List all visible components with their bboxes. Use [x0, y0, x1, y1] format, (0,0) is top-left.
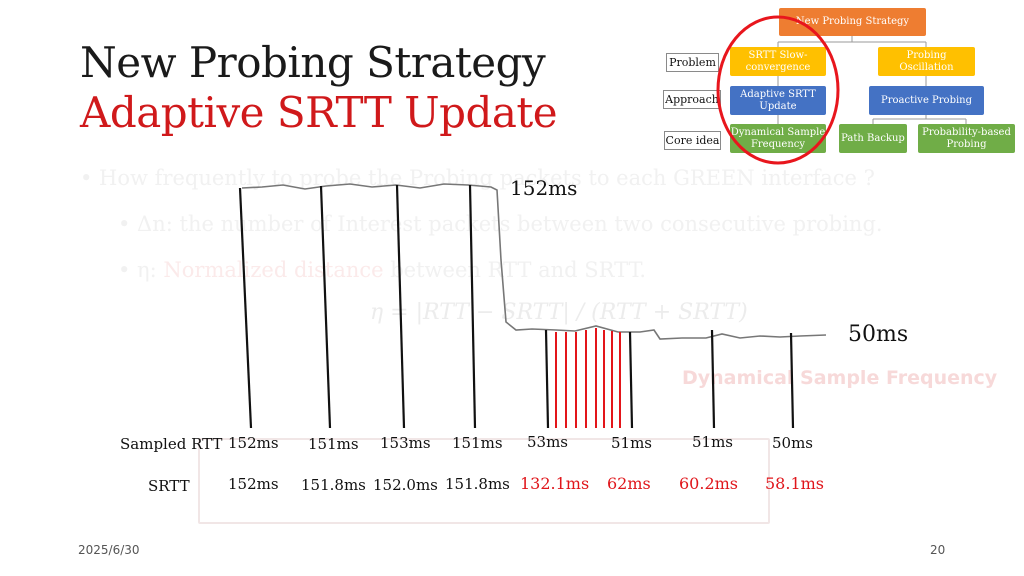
tree-core-probability-probing: Probability-based Probing [918, 124, 1015, 153]
sample-line-4 [468, 184, 477, 429]
srtt-value-updated: 132.1ms [520, 474, 590, 493]
bullet-delta-n: • Δn: the number of Interest packets bet… [118, 212, 883, 236]
sample-line-3 [395, 184, 406, 429]
tree-row-label-approach: Approach [663, 90, 721, 109]
srtt-value-updated: 58.1ms [765, 474, 825, 493]
highlight-circle [716, 15, 840, 165]
sampled-rtt-value: 151ms [308, 435, 359, 453]
sampled-rtt-value: 152ms [228, 434, 279, 452]
srtt-row-label: SRTT [148, 477, 190, 495]
bullet-eta: • η: Normalized distance between RTT and… [118, 258, 646, 282]
sampled-rtt-value: 50ms [772, 434, 814, 452]
srtt-value: 151.8ms [445, 475, 510, 493]
sample-line-5 [544, 329, 550, 429]
sampled-rtt-value: 51ms [611, 434, 653, 452]
bullet-eta-highlight: Normalized distance [163, 258, 384, 282]
slide-subtitle: Adaptive SRTT Update [80, 88, 558, 137]
rtt-curve [241, 183, 827, 340]
sample-line-7 [710, 329, 716, 429]
bullet-eta-prefix: • η: [118, 258, 164, 282]
srtt-value-updated: 60.2ms [679, 474, 739, 493]
slide-title: New Probing Strategy [80, 38, 546, 87]
sampled-rtt-row-label: Sampled RTT [120, 435, 223, 453]
sample-line-1 [238, 187, 253, 429]
sampled-rtt-value: 151ms [452, 434, 503, 452]
sampled-rtt-value: 153ms [380, 434, 431, 452]
tree-row-label-core-idea: Core idea [664, 131, 721, 150]
bullet-eta-rest: between RTT and SRTT. [383, 258, 647, 282]
tree-core-dynamical-sample: Dynamical Sample Frequency [730, 124, 826, 153]
tree-approach-proactive-probing: Proactive Probing [869, 86, 984, 115]
tree-approach-adaptive-srtt: Adaptive SRTT Update [730, 86, 826, 115]
tree-connectors [777, 36, 967, 124]
sample-line-6 [628, 331, 634, 429]
sampled-rtt-value: 53ms [527, 433, 569, 451]
sampled-rtt-value: 51ms [692, 433, 734, 451]
page-number: 20 [930, 543, 946, 557]
rtt-high-label: 152ms [510, 176, 578, 200]
srtt-value: 151.8ms [301, 476, 366, 494]
sample-line-8 [789, 332, 795, 429]
srtt-value: 152.0ms [373, 476, 438, 494]
tree-row-label-problem: Problem [666, 53, 719, 72]
srtt-value-updated: 62ms [607, 474, 651, 493]
tree-problem-srtt: SRTT Slow-convergence [730, 47, 826, 76]
sample-line-2 [319, 185, 332, 429]
eta-formula: η = |RTT − SRTT| / (RTT + SRTT) [370, 300, 748, 325]
footer-date: 2025/6/30 [78, 543, 140, 557]
tree-problem-oscillation: Probing Oscillation [878, 47, 975, 76]
rtt-low-label: 50ms [848, 322, 909, 347]
tree-core-path-backup: Path Backup [839, 124, 907, 153]
faded-dsf-label: Dynamical Sample Frequency [682, 367, 998, 389]
srtt-value: 152ms [228, 475, 279, 493]
faded-formula-box [198, 438, 770, 524]
